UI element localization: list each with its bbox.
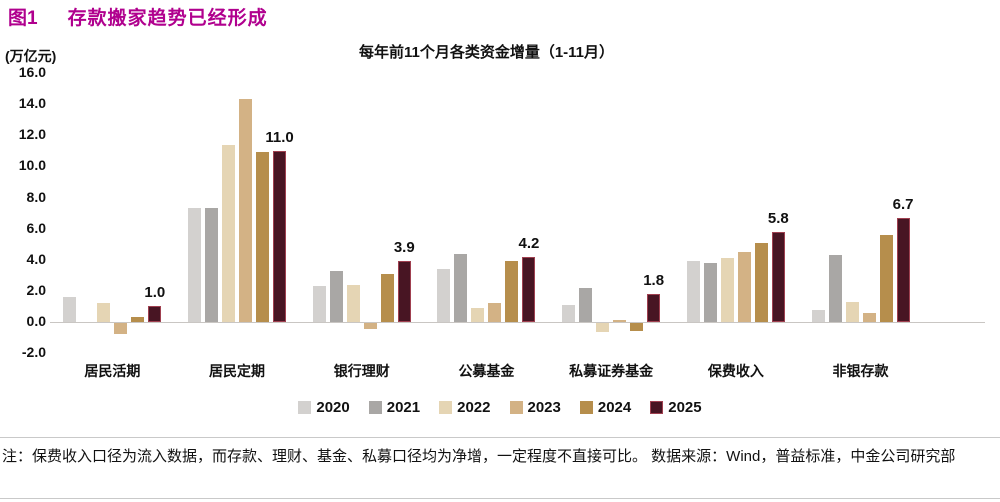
bar-2022-居民定期 (222, 144, 236, 322)
bar-2020-非银存款 (811, 309, 825, 322)
legend-item-2022: 2022 (439, 399, 491, 416)
bar-2024-私募证券基金 (630, 323, 644, 331)
x-category-label: 非银存款 (832, 363, 889, 379)
bar-value-label: 1.8 (643, 271, 665, 289)
y-tick-label: 0.0 (26, 313, 46, 329)
bar-2023-居民定期 (239, 99, 253, 322)
footnote: 注：保费收入口径为流入数据，而存款、理财、基金、私募口径均为净增，一定程度不直接… (0, 437, 1000, 499)
bar-2024-居民定期 (256, 152, 270, 322)
bar-value-label: 6.7 (892, 195, 914, 213)
legend-swatch-2025 (650, 401, 664, 414)
bar-value-label: 11.0 (265, 128, 294, 146)
legend-swatch-2022 (439, 401, 453, 414)
legend-label-2025: 2025 (668, 399, 702, 416)
legend-label-2021: 2021 (386, 399, 421, 416)
bar-2025-私募证券基金 (647, 293, 661, 322)
bar-2023-银行理财 (363, 323, 377, 330)
bar-2025-非银存款 (896, 217, 910, 322)
bar-2024-居民活期 (131, 317, 145, 322)
x-category-label: 居民活期 (84, 363, 141, 379)
bar-2020-居民定期 (188, 208, 202, 322)
legend-label-2020: 2020 (316, 399, 350, 416)
x-category-label: 保费收入 (707, 363, 764, 379)
bar-2025-居民活期 (148, 306, 162, 322)
legend-item-2020: 2020 (298, 399, 350, 416)
bar-2022-私募证券基金 (596, 323, 610, 333)
bar-2021-居民定期 (205, 208, 219, 322)
y-tick-label: -2.0 (21, 344, 46, 361)
bar-2023-居民活期 (114, 323, 128, 334)
bar-2020-私募证券基金 (562, 304, 576, 322)
bar-2025-居民定期 (273, 150, 287, 322)
bar-2021-非银存款 (828, 255, 842, 322)
legend-item-2025: 2025 (650, 399, 702, 416)
bar-value-label: 4.2 (518, 234, 540, 252)
legend-swatch-2021 (368, 401, 382, 414)
legend-label-2023: 2023 (527, 399, 561, 416)
bar-2020-保费收入 (686, 261, 700, 322)
y-tick-label: 16.0 (18, 64, 46, 81)
bar-2020-公募基金 (437, 269, 451, 322)
legend-swatch-2024 (579, 401, 593, 414)
y-tick-label: 10.0 (18, 157, 46, 174)
legend-label-2024: 2024 (597, 399, 632, 416)
x-category-label: 私募证券基金 (569, 363, 654, 379)
legend-label-2022: 2022 (457, 399, 491, 416)
x-category-label: 公募基金 (458, 363, 515, 379)
bar-2023-私募证券基金 (613, 320, 627, 322)
bar-2022-银行理财 (346, 284, 360, 322)
bar-2023-非银存款 (862, 312, 876, 322)
bar-value-label: 3.9 (393, 239, 415, 257)
y-axis-unit-label: (万亿元) (5, 48, 57, 64)
y-tick-label: 14.0 (18, 95, 46, 112)
bar-2024-保费收入 (754, 242, 768, 322)
y-tick-label: 12.0 (18, 126, 46, 143)
bar-2020-银行理财 (312, 286, 326, 322)
figure-label: 图1 (8, 8, 38, 29)
bar-value-label: 5.8 (767, 209, 789, 227)
bar-2025-公募基金 (522, 256, 536, 322)
figure-header: 图1 存款搬家趋势已经形成 (8, 3, 268, 30)
bar-2024-非银存款 (879, 234, 893, 322)
y-tick-label: 6.0 (26, 219, 46, 236)
bar-2024-公募基金 (505, 261, 519, 322)
bar-2021-保费收入 (703, 262, 717, 322)
y-tick-label: 4.0 (26, 250, 46, 267)
bar-2021-私募证券基金 (579, 287, 593, 322)
bar-2022-非银存款 (845, 301, 859, 322)
bar-2023-保费收入 (737, 251, 751, 322)
legend: 2020 2021 2022 2023 2024 2025 (0, 399, 1000, 416)
zero-axis-line (50, 322, 985, 323)
legend-item-2024: 2024 (579, 399, 632, 416)
x-category-label: 居民定期 (209, 363, 266, 379)
bar-2021-公募基金 (454, 253, 468, 322)
bar-2022-公募基金 (471, 307, 485, 322)
figure-title: 存款搬家趋势已经形成 (67, 8, 268, 29)
legend-swatch-2020 (298, 401, 312, 414)
footnote-text: 注：保费收入口径为流入数据，而存款、理财、基金、私募口径均为净增，一定程度不直接… (2, 448, 956, 465)
bar-2022-保费收入 (720, 258, 734, 322)
bar-2025-保费收入 (771, 231, 785, 322)
y-tick-label: 8.0 (26, 188, 46, 205)
y-tick-label: 2.0 (26, 281, 46, 298)
chart-title: 每年前11个月各类资金增量（1-11月） (358, 44, 615, 61)
bar-value-label: 1.0 (144, 284, 166, 302)
bar-2020-居民活期 (63, 297, 77, 322)
bar-2025-银行理财 (397, 261, 411, 322)
legend-item-2023: 2023 (509, 399, 561, 416)
bar-2024-银行理财 (380, 273, 394, 322)
bar-2022-居民活期 (97, 303, 111, 322)
bar-2023-公募基金 (488, 303, 502, 322)
legend-item-2021: 2021 (368, 399, 421, 416)
legend-swatch-2023 (509, 401, 523, 414)
bar-2021-银行理财 (329, 270, 343, 322)
x-category-label: 银行理财 (333, 363, 390, 379)
